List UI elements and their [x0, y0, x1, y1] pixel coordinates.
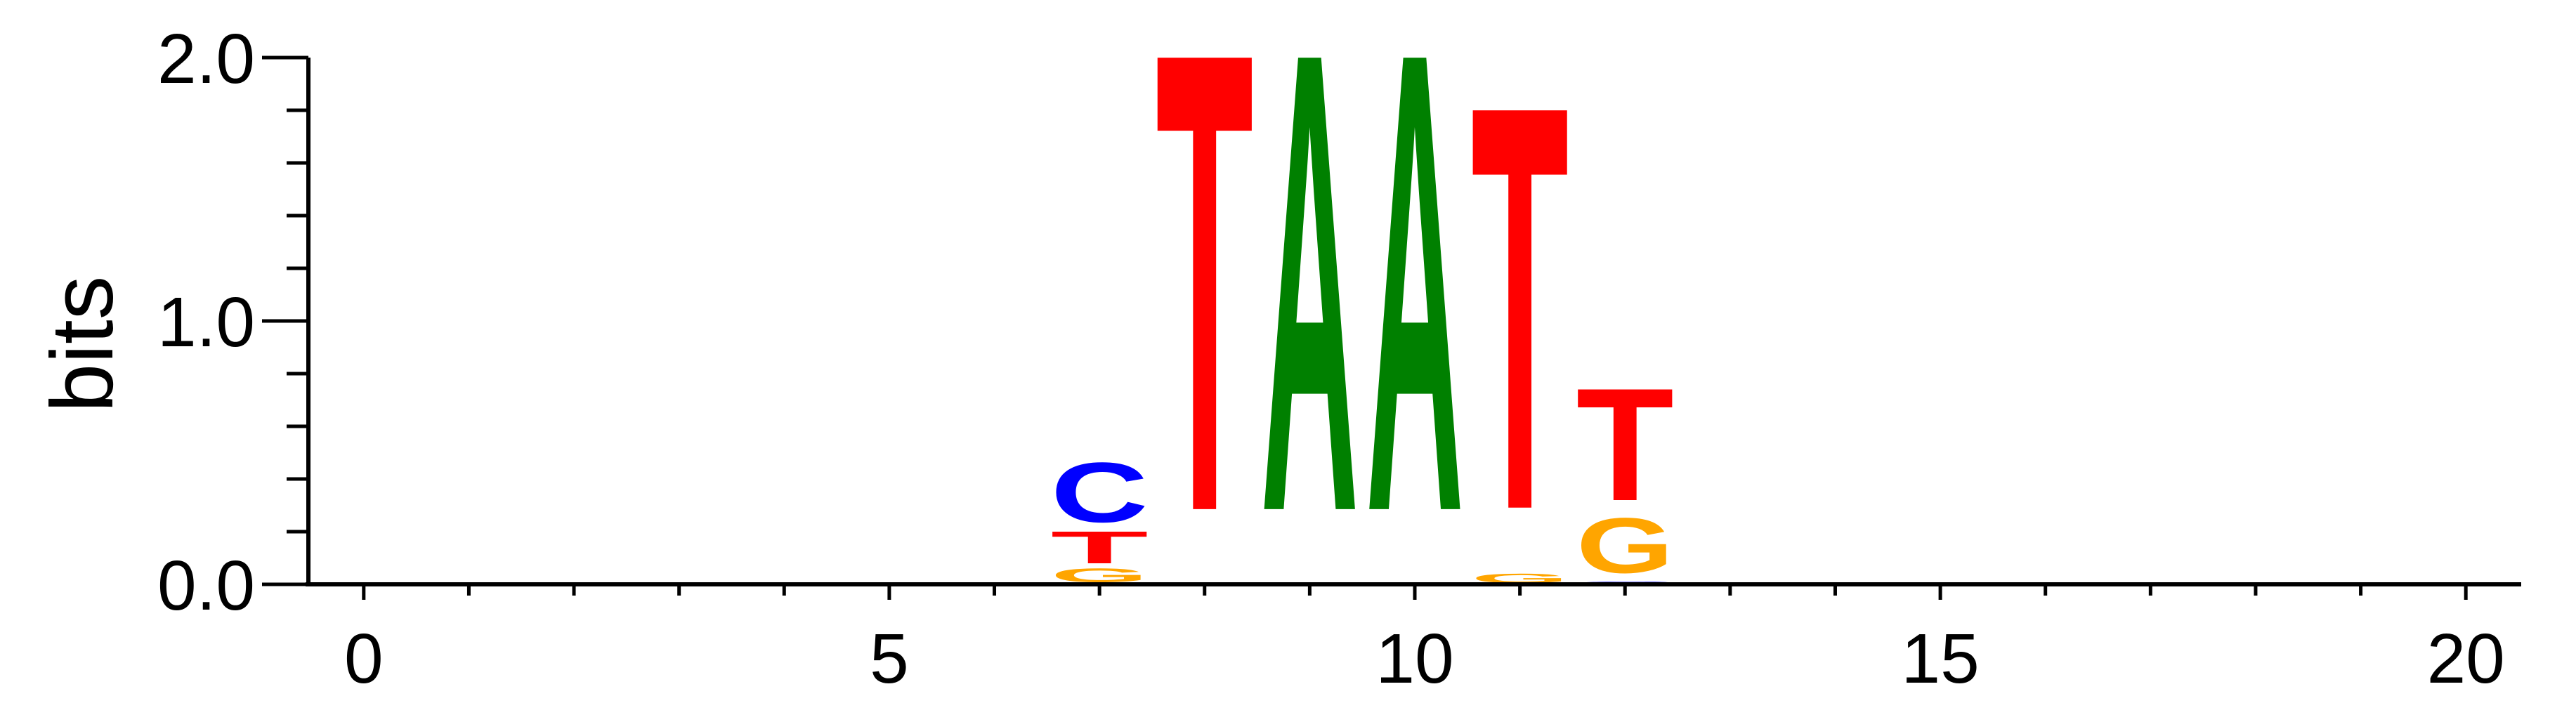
x-tick-label: 0: [344, 619, 384, 698]
x-tick-label: 5: [870, 619, 909, 698]
y-axis-ticks: 0.0 1.0 2.0: [157, 20, 308, 625]
x-axis-ticks: 0 5 10 15 20: [344, 584, 2505, 698]
logo-letter-G: G: [1576, 501, 1674, 589]
y-tick-label: 0.0: [157, 546, 255, 625]
logo-letter-C: C: [1051, 445, 1149, 541]
logo-letter-A: A: [1366, 0, 1463, 648]
y-tick-label: 1.0: [157, 283, 255, 362]
logo-letter-T: T: [1051, 522, 1149, 573]
y-tick-label: 2.0: [157, 20, 255, 98]
logo-letter-T: T: [1471, 0, 1569, 630]
letter-stacks: GTCTAAGTCGT: [1051, 0, 1674, 649]
x-tick-label: 20: [2427, 619, 2505, 698]
y-axis-title: bits: [34, 276, 131, 413]
x-tick-label: 15: [1901, 619, 1979, 698]
logo-letter-T: T: [1576, 355, 1674, 535]
x-tick-label: 10: [1375, 619, 1453, 698]
logo-letter-T: T: [1156, 0, 1253, 649]
logo-letter-G: G: [1471, 571, 1569, 586]
logo-letter-A: A: [1261, 0, 1359, 648]
